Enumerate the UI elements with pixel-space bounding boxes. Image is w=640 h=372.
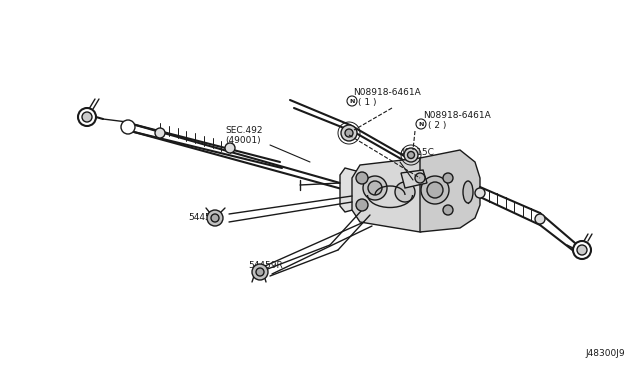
Circle shape (211, 214, 219, 222)
Circle shape (395, 182, 415, 202)
Text: 54459R: 54459R (188, 213, 223, 222)
Polygon shape (340, 168, 365, 212)
Circle shape (155, 128, 165, 138)
Ellipse shape (463, 181, 473, 203)
Text: (49001): (49001) (225, 136, 260, 145)
Circle shape (207, 210, 223, 226)
Circle shape (404, 148, 418, 162)
Circle shape (82, 112, 92, 122)
Circle shape (408, 151, 415, 158)
Circle shape (427, 182, 443, 198)
Text: N08918-6461A: N08918-6461A (423, 111, 491, 120)
Circle shape (356, 199, 368, 211)
Circle shape (368, 181, 382, 195)
Circle shape (341, 125, 357, 141)
Circle shape (443, 173, 453, 183)
Circle shape (475, 188, 485, 198)
Circle shape (225, 143, 235, 153)
Text: ( 1 ): ( 1 ) (358, 98, 376, 107)
Circle shape (415, 173, 425, 183)
Text: 48015C: 48015C (400, 148, 435, 157)
Circle shape (577, 245, 587, 255)
Text: N08918-6461A: N08918-6461A (353, 88, 420, 97)
Polygon shape (401, 170, 427, 188)
Circle shape (535, 214, 545, 224)
Text: J48300J9: J48300J9 (586, 349, 625, 358)
Polygon shape (420, 150, 480, 232)
Text: N: N (419, 122, 424, 126)
Circle shape (416, 119, 426, 129)
Circle shape (121, 120, 135, 134)
Text: 54459R: 54459R (248, 261, 283, 270)
Polygon shape (352, 158, 448, 232)
Text: SEC.492: SEC.492 (225, 126, 262, 135)
Circle shape (78, 108, 96, 126)
Circle shape (363, 176, 387, 200)
Circle shape (356, 172, 368, 184)
Text: ( 2 ): ( 2 ) (428, 121, 446, 130)
Circle shape (443, 205, 453, 215)
Circle shape (252, 264, 268, 280)
Circle shape (573, 241, 591, 259)
Circle shape (347, 96, 357, 106)
Circle shape (345, 129, 353, 137)
Circle shape (256, 268, 264, 276)
Circle shape (421, 176, 449, 204)
Text: N: N (349, 99, 355, 103)
